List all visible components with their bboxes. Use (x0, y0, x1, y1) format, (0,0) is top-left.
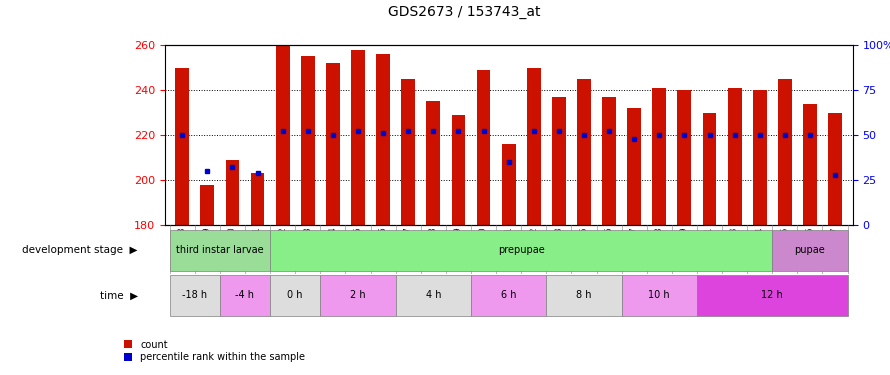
Bar (170, 230, 270, 271)
Bar (778, 79, 792, 225)
Bar (251, 173, 264, 225)
Bar (502, 144, 515, 225)
Bar (552, 97, 566, 225)
Legend: count, percentile rank within the sample: count, percentile rank within the sample (120, 336, 309, 366)
Bar (276, 45, 289, 225)
Bar (351, 50, 365, 225)
Bar (677, 90, 692, 225)
Bar (220, 274, 270, 316)
Text: 8 h: 8 h (576, 290, 592, 300)
Text: 6 h: 6 h (501, 290, 516, 300)
Bar (621, 274, 697, 316)
Bar (527, 68, 540, 225)
Text: pupae: pupae (795, 245, 825, 255)
Text: time  ▶: time ▶ (100, 290, 138, 300)
Bar (477, 70, 490, 225)
Text: GDS2673 / 153743_at: GDS2673 / 153743_at (388, 5, 540, 19)
Bar (426, 101, 441, 225)
Bar (702, 112, 716, 225)
Bar (603, 97, 616, 225)
Bar (225, 160, 239, 225)
Bar (170, 274, 220, 316)
Bar (577, 79, 591, 225)
Bar (627, 108, 641, 225)
Text: development stage  ▶: development stage ▶ (22, 245, 138, 255)
Bar (326, 63, 340, 225)
Text: -18 h: -18 h (182, 290, 207, 300)
Bar (728, 88, 741, 225)
Bar (270, 230, 773, 271)
Bar (270, 274, 320, 316)
Text: 12 h: 12 h (762, 290, 783, 300)
Text: -4 h: -4 h (236, 290, 255, 300)
Text: 0 h: 0 h (287, 290, 303, 300)
Bar (773, 230, 847, 271)
Bar (200, 184, 214, 225)
Bar (401, 79, 415, 225)
Bar (828, 112, 842, 225)
Bar (803, 104, 817, 225)
Text: 10 h: 10 h (649, 290, 670, 300)
Bar (301, 56, 315, 225)
Bar (175, 68, 190, 225)
Text: 4 h: 4 h (425, 290, 441, 300)
Text: third instar larvae: third instar larvae (176, 245, 263, 255)
Bar (396, 274, 471, 316)
Bar (451, 115, 465, 225)
Bar (320, 274, 396, 316)
Text: 2 h: 2 h (350, 290, 366, 300)
Bar (652, 88, 667, 225)
Bar (546, 274, 621, 316)
Bar (376, 54, 390, 225)
Bar (471, 274, 546, 316)
Bar (753, 90, 766, 225)
Text: prepupae: prepupae (498, 245, 545, 255)
Bar (697, 274, 847, 316)
